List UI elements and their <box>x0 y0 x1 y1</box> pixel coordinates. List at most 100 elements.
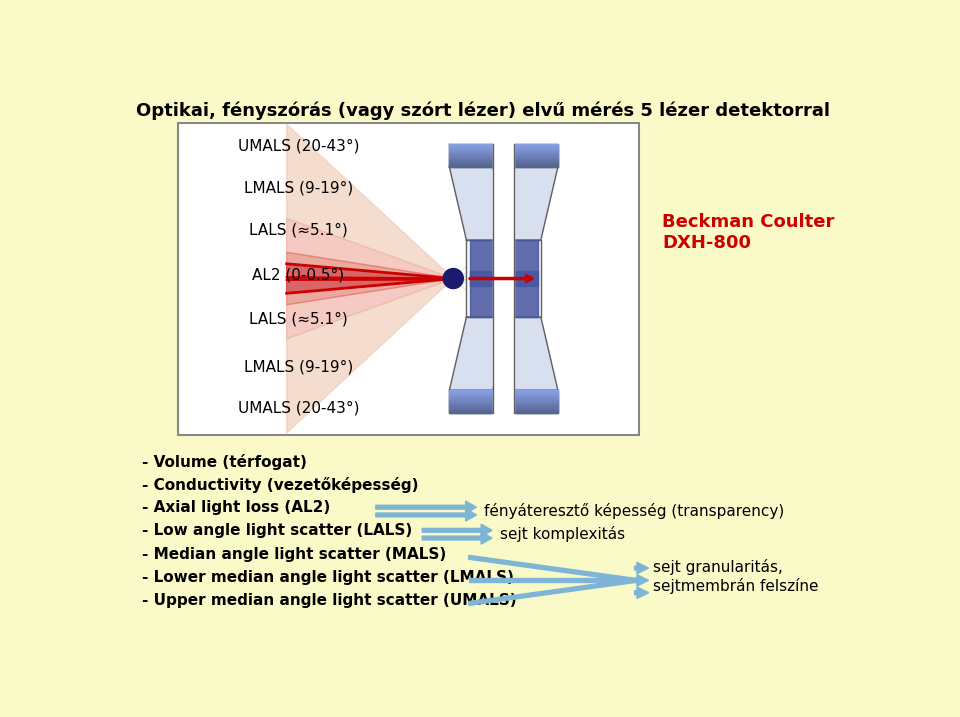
Polygon shape <box>449 396 515 397</box>
Polygon shape <box>492 390 558 391</box>
Text: - Conductivity (vezetőképesség): - Conductivity (vezetőképesség) <box>142 478 419 493</box>
Polygon shape <box>492 390 558 413</box>
Polygon shape <box>492 396 558 397</box>
Polygon shape <box>449 144 515 145</box>
Polygon shape <box>492 152 558 153</box>
Polygon shape <box>449 391 515 392</box>
Polygon shape <box>287 278 453 293</box>
Text: UMALS (20-43°): UMALS (20-43°) <box>237 400 359 415</box>
Polygon shape <box>492 144 558 145</box>
Polygon shape <box>449 390 515 413</box>
Polygon shape <box>492 140 515 417</box>
Polygon shape <box>492 407 558 409</box>
Polygon shape <box>449 153 515 154</box>
Polygon shape <box>449 395 515 396</box>
Text: - Volume (térfogat): - Volume (térfogat) <box>142 454 306 470</box>
Polygon shape <box>492 395 558 396</box>
Polygon shape <box>492 163 558 165</box>
Polygon shape <box>492 397 558 398</box>
FancyArrow shape <box>635 587 649 599</box>
Polygon shape <box>449 407 515 409</box>
Polygon shape <box>492 165 558 166</box>
Polygon shape <box>513 271 538 317</box>
Polygon shape <box>449 144 515 167</box>
Polygon shape <box>492 160 558 161</box>
Polygon shape <box>492 403 558 404</box>
Polygon shape <box>492 412 558 413</box>
Text: - Median angle light scatter (MALS): - Median angle light scatter (MALS) <box>142 546 446 561</box>
Polygon shape <box>467 240 497 317</box>
Polygon shape <box>469 240 494 286</box>
Text: UMALS (20-43°): UMALS (20-43°) <box>237 138 359 153</box>
Polygon shape <box>469 271 494 317</box>
Text: Beckman Coulter
DXH-800: Beckman Coulter DXH-800 <box>662 213 835 252</box>
Polygon shape <box>449 412 515 413</box>
Polygon shape <box>449 411 515 412</box>
Polygon shape <box>492 158 558 160</box>
Text: - Axial light loss (AL2): - Axial light loss (AL2) <box>142 500 330 516</box>
Text: LALS (≈5.1°): LALS (≈5.1°) <box>249 222 348 237</box>
Polygon shape <box>449 392 515 394</box>
Polygon shape <box>492 398 558 399</box>
Polygon shape <box>449 166 515 167</box>
Polygon shape <box>492 144 558 167</box>
Text: Optikai, fényszórás (vagy szórt lézer) elvű mérés 5 lézer detektorral: Optikai, fényszórás (vagy szórt lézer) e… <box>135 101 829 120</box>
Text: LALS (≈5.1°): LALS (≈5.1°) <box>249 311 348 326</box>
Polygon shape <box>492 392 558 394</box>
Polygon shape <box>449 151 515 152</box>
Polygon shape <box>449 398 515 399</box>
Text: sejt granularitás,
sejtmembrán felszíne: sejt granularitás, sejtmembrán felszíne <box>653 559 819 594</box>
Polygon shape <box>449 163 515 165</box>
Polygon shape <box>492 401 558 402</box>
Polygon shape <box>492 151 558 152</box>
Polygon shape <box>449 158 515 160</box>
Polygon shape <box>449 145 515 146</box>
Polygon shape <box>449 399 515 401</box>
Polygon shape <box>492 317 558 390</box>
Polygon shape <box>449 167 515 240</box>
Bar <box>179 123 639 435</box>
Polygon shape <box>287 252 453 278</box>
Polygon shape <box>449 403 515 404</box>
Polygon shape <box>449 147 515 148</box>
Polygon shape <box>287 278 453 305</box>
Polygon shape <box>492 409 558 410</box>
Polygon shape <box>287 218 453 278</box>
FancyArrow shape <box>422 524 492 536</box>
Polygon shape <box>492 167 558 240</box>
Polygon shape <box>492 391 558 392</box>
Polygon shape <box>513 240 538 286</box>
Polygon shape <box>449 156 515 158</box>
Polygon shape <box>492 166 558 167</box>
FancyArrow shape <box>635 574 649 587</box>
Polygon shape <box>449 401 515 402</box>
Polygon shape <box>449 394 515 395</box>
Polygon shape <box>492 402 558 403</box>
Text: LMALS (9-19°): LMALS (9-19°) <box>244 180 353 195</box>
Polygon shape <box>449 405 515 407</box>
Polygon shape <box>492 404 558 405</box>
Polygon shape <box>449 317 515 390</box>
Text: LMALS (9-19°): LMALS (9-19°) <box>244 360 353 374</box>
Polygon shape <box>287 124 453 278</box>
Polygon shape <box>449 410 515 411</box>
Polygon shape <box>287 278 453 433</box>
Polygon shape <box>287 278 453 433</box>
Polygon shape <box>492 150 558 151</box>
Polygon shape <box>287 264 453 278</box>
Polygon shape <box>287 278 453 339</box>
Polygon shape <box>510 240 540 317</box>
Polygon shape <box>287 124 453 278</box>
Polygon shape <box>492 399 558 401</box>
FancyArrow shape <box>635 562 649 574</box>
FancyArrow shape <box>375 501 476 513</box>
Text: AL2 (0-0.5°): AL2 (0-0.5°) <box>252 267 345 282</box>
Polygon shape <box>492 410 558 411</box>
Polygon shape <box>449 397 515 398</box>
Polygon shape <box>449 148 515 150</box>
Text: sejt komplexitás: sejt komplexitás <box>500 526 625 542</box>
FancyArrow shape <box>422 532 492 544</box>
Text: - Upper median angle light scatter (UMALS): - Upper median angle light scatter (UMAL… <box>142 593 516 608</box>
Polygon shape <box>492 405 558 407</box>
Polygon shape <box>449 404 515 405</box>
